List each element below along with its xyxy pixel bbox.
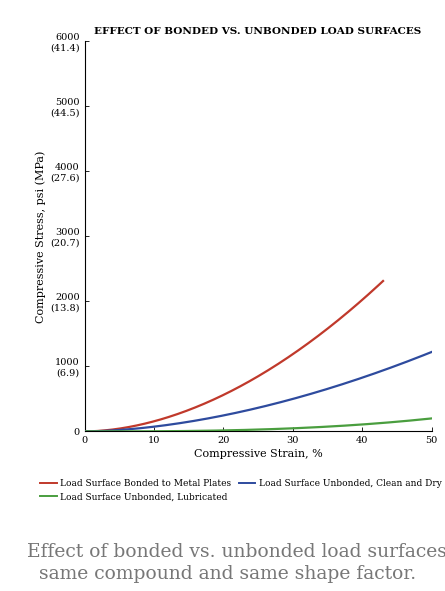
Text: same compound and same shape factor.: same compound and same shape factor.: [27, 565, 416, 583]
Legend: Load Surface Bonded to Metal Plates, Load Surface Unbonded, Lubricated, Load Sur: Load Surface Bonded to Metal Plates, Loa…: [40, 479, 441, 501]
Text: Effect of bonded vs. unbonded load surfaces on: Effect of bonded vs. unbonded load surfa…: [27, 543, 445, 560]
Title: EFFECT OF BONDED VS. UNBONDED LOAD SURFACES: EFFECT OF BONDED VS. UNBONDED LOAD SURFA…: [94, 27, 422, 37]
X-axis label: Compressive Strain, %: Compressive Strain, %: [194, 450, 323, 459]
Y-axis label: Compressive Stress, psi (MPa): Compressive Stress, psi (MPa): [35, 150, 46, 323]
